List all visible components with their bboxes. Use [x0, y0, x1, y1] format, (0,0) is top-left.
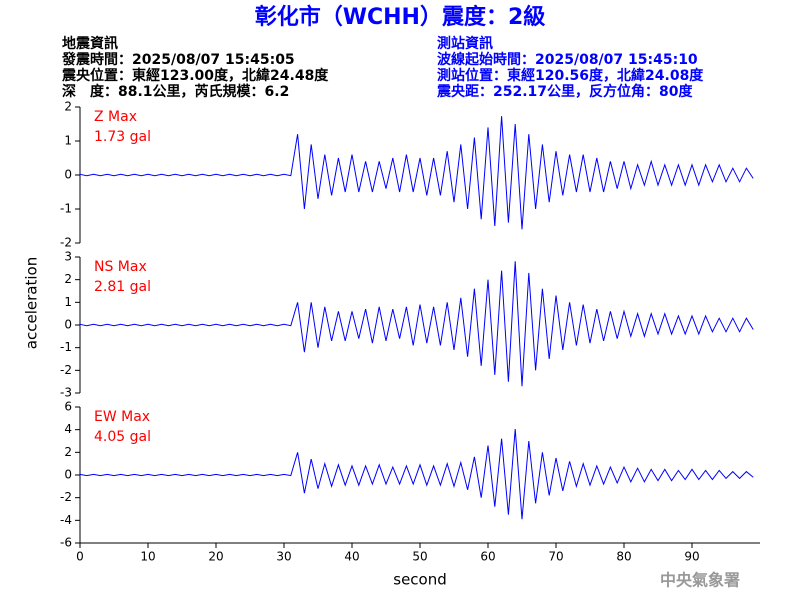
annotation: EW Max: [94, 409, 150, 425]
x-tick-label: 50: [412, 550, 427, 564]
y-tick-label: -2: [60, 490, 72, 504]
y-tick-label: -6: [60, 536, 72, 550]
y-tick-label: -1: [60, 340, 72, 354]
y-tick-label: -1: [60, 202, 72, 216]
station-info: 震央距：252.17公里，反方位角：80度: [436, 83, 694, 100]
x-tick-label: 90: [684, 550, 699, 564]
quake-info: 地震資訊: [62, 35, 118, 52]
y-tick-label: 0: [64, 318, 72, 332]
x-tick-label: 60: [480, 550, 495, 564]
y-tick-label: -2: [60, 236, 72, 250]
x-tick-label: 0: [76, 550, 84, 564]
chart-title: 彰化市（WCHH）震度：2級: [255, 4, 546, 30]
y-tick-label: 1: [64, 134, 72, 148]
station-info: 測站資訊: [437, 35, 493, 52]
x-tick-label: 30: [276, 550, 291, 564]
annotation: NS Max: [94, 259, 147, 275]
waveform: [79, 429, 754, 520]
annotation: Z Max: [94, 109, 137, 125]
y-tick-label: 2: [64, 445, 72, 459]
y-tick-label: 1: [64, 295, 72, 309]
quake-info: 震央位置：東經123.00度，北緯24.48度: [61, 67, 329, 84]
station-info: 波線起始時間：2025/08/07 15:45:10: [437, 51, 698, 68]
y-tick-label: 3: [64, 250, 72, 264]
quake-info: 深 度：88.1公里，芮氏規模：6.2: [62, 83, 289, 100]
x-axis-label: second: [393, 571, 447, 589]
waveform: [79, 261, 754, 387]
y-tick-label: -3: [60, 386, 72, 400]
y-tick-label: 0: [64, 168, 72, 182]
x-tick-label: 20: [208, 550, 223, 564]
waveform: [79, 116, 754, 230]
quake-info: 發震時間：2025/08/07 15:45:05: [61, 51, 295, 68]
annotation-value: 2.81 gal: [94, 279, 151, 295]
y-tick-label: 2: [64, 272, 72, 286]
y-tick-label: 4: [64, 422, 72, 436]
x-tick-label: 80: [616, 550, 631, 564]
y-tick-label: -4: [60, 513, 72, 527]
x-tick-label: 40: [344, 550, 359, 564]
annotation-value: 4.05 gal: [94, 429, 151, 445]
y-axis-label: acceleration: [23, 257, 41, 349]
footer: 中央氣象署: [660, 571, 740, 590]
x-tick-label: 70: [548, 550, 563, 564]
x-tick-label: 10: [140, 550, 155, 564]
y-tick-label: 2: [64, 100, 72, 114]
y-tick-label: 0: [64, 468, 72, 482]
y-tick-label: 6: [64, 400, 72, 414]
y-tick-label: -2: [60, 363, 72, 377]
station-info: 測站位置：東經120.56度，北緯24.08度: [437, 67, 704, 84]
annotation-value: 1.73 gal: [94, 129, 151, 145]
